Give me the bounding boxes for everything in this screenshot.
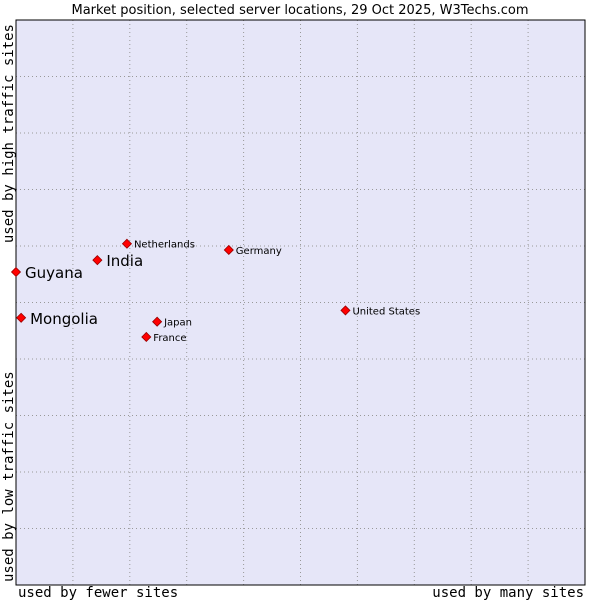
point-marker-guyana (10, 266, 22, 278)
point-marker-netherlands (121, 238, 133, 249)
point-label-united-states: United States (352, 306, 420, 317)
point-marker-mongolia (16, 312, 27, 323)
y-axis-label-high: used by high traffic sites (1, 24, 17, 243)
point-label-netherlands: Netherlands (134, 240, 195, 251)
point-marker-france (141, 331, 152, 343)
point-marker-germany (223, 244, 234, 256)
point-label-germany: Germany (236, 246, 282, 257)
point-label-india: India (106, 252, 143, 270)
point-marker-united-states (340, 305, 351, 316)
point-marker-japan (152, 316, 163, 327)
chart-title: Market position, selected server locatio… (71, 3, 528, 18)
point-label-guyana: Guyana (25, 264, 83, 282)
x-axis-label-high: used by many sites (432, 585, 584, 600)
point-label-japan: Japan (163, 318, 192, 329)
point-marker-india (92, 255, 103, 266)
y-axis-label-low: used by low traffic sites (1, 371, 17, 582)
plot-border (15, 19, 586, 586)
grid-lines (16, 20, 585, 585)
point-label-mongolia: Mongolia (30, 310, 98, 328)
x-axis-label-low: used by fewer sites (18, 585, 178, 600)
point-label-france: France (153, 333, 186, 344)
